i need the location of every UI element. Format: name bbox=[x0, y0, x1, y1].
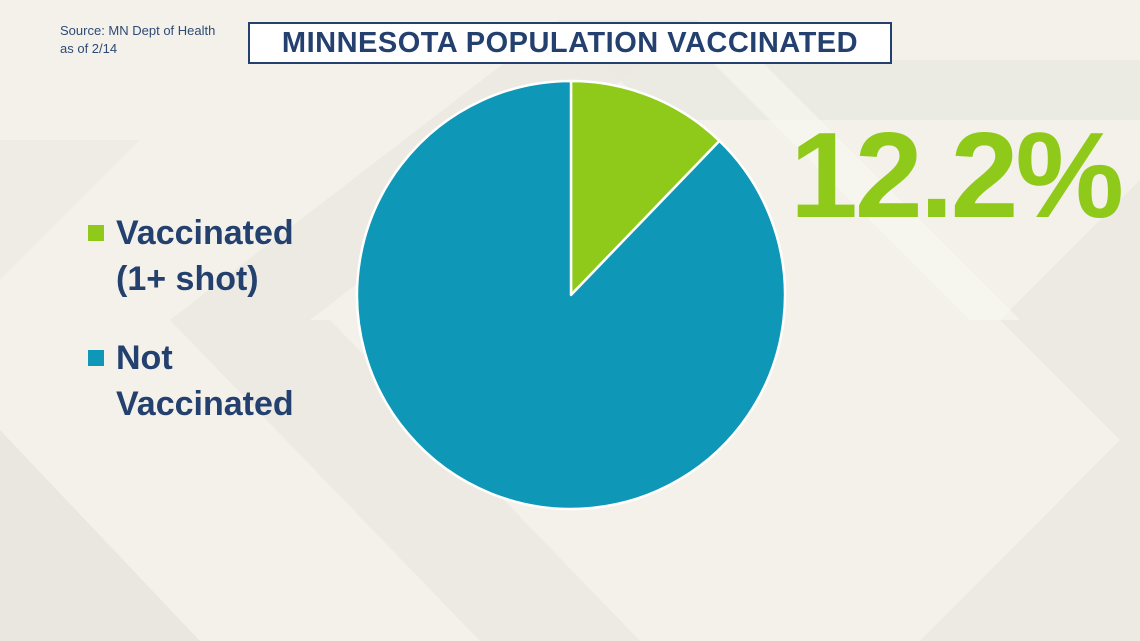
date-line: as of 2/14 bbox=[60, 41, 118, 56]
legend-swatch-vaccinated bbox=[88, 225, 104, 241]
title-box: MINNESOTA POPULATION VACCINATED bbox=[248, 22, 892, 64]
chart-title: MINNESOTA POPULATION VACCINATED bbox=[281, 26, 859, 59]
source-note: Source: MN Dept of Health as of 2/14 bbox=[60, 22, 215, 58]
pie-slice-not-vaccinated bbox=[355, 79, 787, 511]
legend-label-not-vaccinated-line2: Vaccinated bbox=[116, 385, 294, 423]
highlight-percentage: 12.2% bbox=[790, 107, 1124, 243]
legend-label-vaccinated-line2: (1+ shot) bbox=[116, 260, 259, 298]
legend-label-not-vaccinated-line1: Not bbox=[116, 339, 173, 377]
source-line: Source: MN Dept of Health bbox=[60, 23, 216, 38]
legend-swatch-not-vaccinated bbox=[88, 350, 104, 366]
legend-label-vaccinated-line1: Vaccinated bbox=[116, 214, 294, 252]
pie-slice-vaccinated-1-shot bbox=[569, 79, 721, 297]
